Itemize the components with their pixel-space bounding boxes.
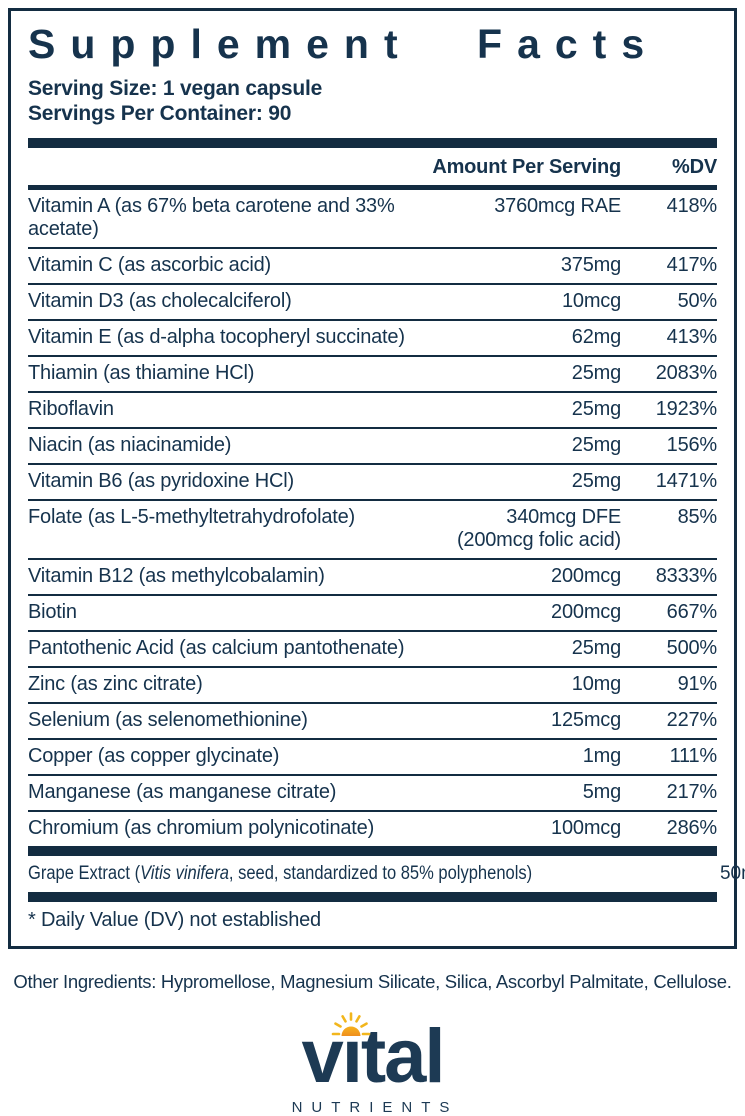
nutrient-name: Vitamin E (as d-alpha tocopheryl succina…: [28, 326, 405, 349]
nutrient-row-vitamin-c: Vitamin C (as ascorbic acid) 375mg 417%: [28, 247, 717, 283]
nutrient-name: Folate (as L-5-methyltetrahydrofolate): [28, 506, 355, 529]
nutrient-amount: 25mg: [571, 362, 621, 385]
nutrient-row-grape-extract: Grape Extract (Vitis vinifera, seed, sta…: [28, 856, 745, 892]
nutrient-table: Vitamin A (as 67% beta carotene and 33% …: [28, 190, 717, 846]
nutrient-name: Chromium (as chromium polynicotinate): [28, 817, 375, 840]
nutrient-name: Niacin (as niacinamide): [28, 434, 232, 457]
nutrient-amount: 200mcg: [551, 601, 621, 624]
servings-per-container-line: Servings Per Container: 90: [28, 102, 292, 126]
nutrient-amount: 10mg: [571, 673, 621, 696]
nutrient-amount: 340mcg DFE (200mcg folic acid): [457, 506, 621, 552]
nutrient-row-vitamin-d3: Vitamin D3 (as cholecalciferol) 10mcg 50…: [28, 283, 717, 319]
nutrient-name: Vitamin D3 (as cholecalciferol): [28, 290, 292, 313]
nutrient-dv: 85%: [677, 506, 718, 529]
nutrient-dv: 286%: [666, 817, 718, 840]
sun-icon: [331, 1012, 371, 1037]
panel-title: Supplement Facts: [28, 21, 660, 67]
daily-value-footnote: * Daily Value (DV) not established: [28, 909, 321, 932]
nutrient-dv: 1471%: [655, 470, 717, 493]
nutrient-amount: 25mg: [571, 398, 621, 421]
nutrient-row-thiamin: Thiamin (as thiamine HCl) 25mg 2083%: [28, 355, 717, 391]
nutrient-row-vitamin-b6: Vitamin B6 (as pyridoxine HCl) 25mg 1471…: [28, 463, 717, 499]
nutrient-name: Thiamin (as thiamine HCl): [28, 362, 255, 385]
nutrient-row-pantothenic-acid: Pantothenic Acid (as calcium pantothenat…: [28, 630, 717, 666]
divider-thick-mid: [28, 846, 717, 857]
nutrient-dv: 111%: [669, 745, 718, 768]
nutrient-name: Riboflavin: [28, 398, 114, 421]
table-header-row: Amount Per Serving %DV: [28, 148, 717, 185]
nutrient-name: Vitamin B12 (as methylcobalamin): [28, 565, 325, 588]
nutrient-name: Zinc (as zinc citrate): [28, 673, 203, 696]
nutrient-amount: 125mcg: [551, 709, 621, 732]
nutrient-name: Vitamin B6 (as pyridoxine HCl): [28, 470, 294, 493]
nutrient-row-selenium: Selenium (as selenomethionine) 125mcg 22…: [28, 702, 717, 738]
nutrient-dv: 418%: [666, 195, 718, 218]
nutrient-amount: 25mg: [571, 470, 621, 493]
nutrient-name: Vitamin A (as 67% beta carotene and 33% …: [28, 195, 395, 241]
divider-thick-top: [28, 138, 717, 149]
nutrient-dv: 413%: [666, 326, 718, 349]
nutrient-amount: 375mg: [560, 254, 621, 277]
nutrient-name: Biotin: [28, 601, 77, 624]
grape-name-suffix: , seed, standardized to 85% polyphenols): [228, 863, 533, 885]
nutrient-amount: 200mcg: [551, 565, 621, 588]
nutrient-amount: 5mg: [582, 781, 622, 804]
nutrient-dv: 500%: [666, 637, 718, 660]
nutrient-amount-line2: (200mcg folic acid): [456, 529, 621, 552]
nutrient-row-riboflavin: Riboflavin 25mg 1923%: [28, 391, 717, 427]
nutrient-dv: 8333%: [655, 565, 717, 588]
nutrient-amount: 3760mcg RAE: [494, 195, 621, 218]
nutrient-name: Copper (as copper glycinate): [28, 745, 280, 768]
nutrient-dv: 91%: [677, 673, 718, 696]
nutrient-row-chromium: Chromium (as chromium polynicotinate) 10…: [28, 810, 717, 846]
nutrient-row-manganese: Manganese (as manganese citrate) 5mg 217…: [28, 774, 717, 810]
nutrient-row-copper: Copper (as copper glycinate) 1mg 111%: [28, 738, 717, 774]
divider-thick-bottom: [28, 892, 717, 903]
brand-letter-i: ı: [331, 1012, 371, 1095]
nutrient-dv: 227%: [666, 709, 718, 732]
nutrient-row-vitamin-b12: Vitamin B12 (as methylcobalamin) 200mcg …: [28, 558, 717, 594]
nutrient-row-zinc: Zinc (as zinc citrate) 10mg 91%: [28, 666, 717, 702]
nutrient-amount: 50mg: [719, 863, 745, 885]
nutrient-dv: 156%: [666, 434, 718, 457]
nutrient-name: Pantothenic Acid (as calcium pantothenat…: [28, 637, 405, 660]
nutrient-dv: 50%: [677, 290, 718, 313]
nutrient-amount: 10mcg: [561, 290, 621, 313]
brand-wordmark: v: [301, 1012, 446, 1095]
grape-name-prefix: Grape Extract (: [28, 863, 141, 885]
nutrient-name: Vitamin C (as ascorbic acid): [28, 254, 272, 277]
serving-size-line: Serving Size: 1 vegan capsule: [28, 77, 323, 101]
nutrient-dv: 667%: [666, 601, 718, 624]
supplement-facts-panel: Supplement Facts Serving Size: 1 vegan c…: [8, 8, 745, 950]
nutrient-name: Grape Extract (Vitis vinifera, seed, sta…: [28, 862, 532, 885]
nutrient-row-biotin: Biotin 200mcg 667%: [28, 594, 717, 630]
brand-subtext: NUTRIENTS: [291, 1099, 459, 1116]
nutrient-dv: 2083%: [655, 362, 717, 385]
nutrient-row-niacin: Niacin (as niacinamide) 25mg 156%: [28, 427, 717, 463]
nutrient-amount: 1mg: [582, 745, 622, 768]
vital-nutrients-logo: v: [8, 1012, 737, 1116]
nutrient-amount: 62mg: [571, 326, 621, 349]
nutrient-amount: 100mcg: [551, 817, 621, 840]
nutrient-dv: 1923%: [655, 398, 717, 421]
nutrient-name: Selenium (as selenomethionine): [28, 709, 308, 732]
nutrient-row-vitamin-a: Vitamin A (as 67% beta carotene and 33% …: [28, 190, 717, 247]
nutrient-dv: 417%: [666, 254, 718, 277]
supplement-label-page: Supplement Facts Serving Size: 1 vegan c…: [8, 8, 745, 1116]
nutrient-row-vitamin-e: Vitamin E (as d-alpha tocopheryl succina…: [28, 319, 717, 355]
nutrient-name: Manganese (as manganese citrate): [28, 781, 337, 804]
nutrient-dv: 217%: [666, 781, 718, 804]
amount-column-header: Amount Per Serving: [432, 156, 621, 179]
nutrient-amount: 25mg: [571, 434, 621, 457]
grape-name-latin: Vitis vinifera: [140, 863, 229, 885]
nutrient-amount: 25mg: [571, 637, 621, 660]
divider-medium: [28, 185, 717, 191]
dv-column-header: %DV: [672, 156, 717, 179]
nutrient-row-folate: Folate (as L-5-methyltetrahydrofolate) 3…: [28, 499, 717, 558]
nutrient-amount-line1: 340mcg DFE: [506, 506, 621, 529]
other-ingredients-line: Other Ingredients: Hypromellose, Magnesi…: [13, 971, 732, 993]
